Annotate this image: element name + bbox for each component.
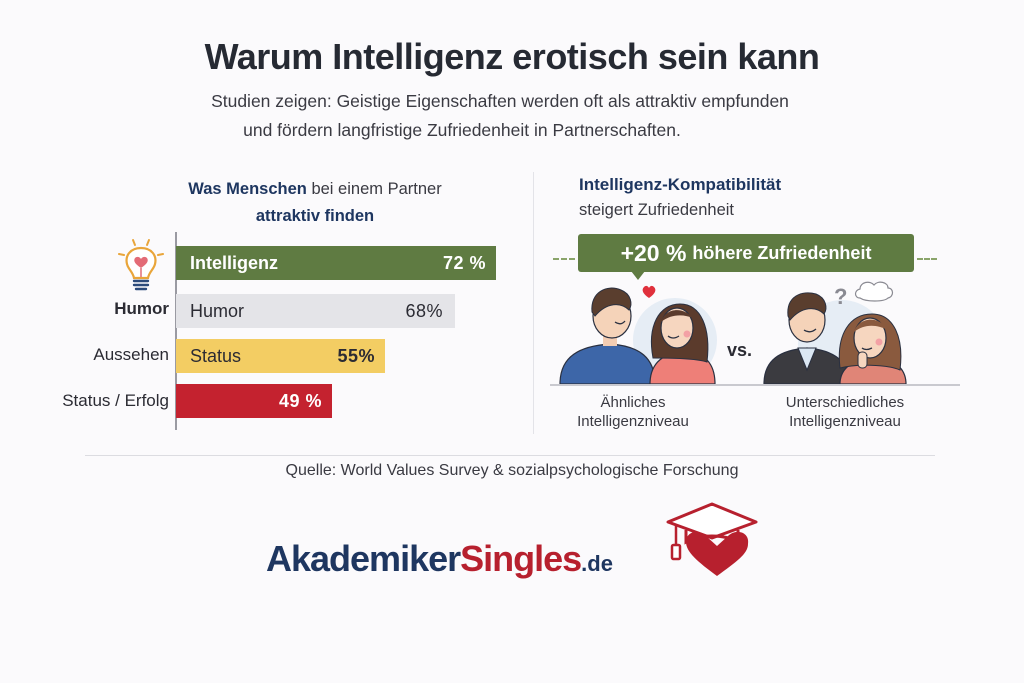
different-level-caption: Unterschiedliches Intelligenzniveau	[760, 393, 930, 431]
callout-percent: +20 %	[620, 239, 687, 266]
subtitle-line-2: und fördern langfristige Zufriedenheit i…	[243, 120, 681, 140]
brand-logo[interactable]: AkademikerSingles.de	[266, 538, 613, 580]
chart-heading: Was Menschen bei einem Partner attraktiv…	[140, 176, 490, 230]
footer-divider	[85, 455, 935, 456]
chart-axis	[175, 232, 177, 430]
chart-heading-line2: attraktiv finden	[255, 207, 375, 225]
page-title: Warum Intelligenz erotisch sein kann	[204, 36, 820, 77]
bar-intelligenz: Intelligenz 72 %	[176, 246, 496, 280]
dashed-line-left	[553, 258, 575, 260]
vs-label: vs.	[727, 340, 753, 360]
caption-line2: Intelligenzniveau	[789, 413, 901, 430]
bar-aussehen: Status 55%	[176, 339, 385, 373]
bar-value: 55%	[337, 345, 375, 366]
lightbulb-heart-icon	[118, 239, 164, 291]
source-note: Quelle: World Values Survey & sozialpsyc…	[285, 462, 739, 479]
heart-icon	[642, 285, 656, 298]
question-mark-icon: ?	[834, 284, 847, 309]
bar-label: Status	[190, 345, 242, 366]
bar-value: 49 %	[278, 390, 322, 411]
dashed-line-right	[917, 258, 937, 260]
callout-tail	[631, 271, 645, 280]
logo-part-akademiker: Akademiker	[266, 538, 461, 579]
similar-level-caption: Ähnliches Intelligenzniveau	[548, 393, 718, 431]
different-couple-illustration: ?	[763, 281, 907, 384]
compatibility-subheading: steigert Zufriedenheit	[579, 201, 735, 219]
bar-value: 72 %	[442, 252, 486, 273]
bar-label: Intelligenz	[190, 252, 279, 273]
subtitle-line-1: Studien zeigen: Geistige Eigenschaften w…	[211, 91, 789, 111]
callout-text: höhere Zufriedenheit	[692, 242, 872, 263]
graduation-cap-heart-icon	[666, 502, 758, 576]
logo-part-singles: Singles	[460, 538, 582, 579]
similar-couple-illustration	[559, 285, 717, 384]
bar-status-erfolg: 49 %	[176, 384, 332, 418]
category-label-status-erfolg: Status / Erfolg	[62, 391, 169, 410]
compatibility-heading: Intelligenz-Kompatibilität	[579, 175, 782, 194]
panel-divider	[533, 172, 534, 434]
chart-heading-rest: bei einem Partner	[306, 180, 442, 198]
category-label-aussehen: Aussehen	[93, 345, 169, 364]
chart-heading-bold: Was Menschen	[188, 180, 307, 198]
ground-line	[550, 384, 960, 386]
category-label-humor: Humor	[114, 299, 169, 318]
logo-part-de: .de	[581, 551, 613, 576]
thought-bubble-icon	[854, 281, 894, 302]
bar-label: Humor	[190, 300, 245, 321]
caption-line1: Unterschiedliches	[785, 394, 905, 411]
bar-value: 68%	[405, 300, 443, 321]
bar-humor: Humor 68%	[176, 294, 455, 328]
satisfaction-callout: +20 % höhere Zufriedenheit	[578, 234, 914, 272]
caption-line2: Intelligenzniveau	[577, 413, 689, 430]
caption-line1: Ähnliches	[600, 394, 666, 411]
